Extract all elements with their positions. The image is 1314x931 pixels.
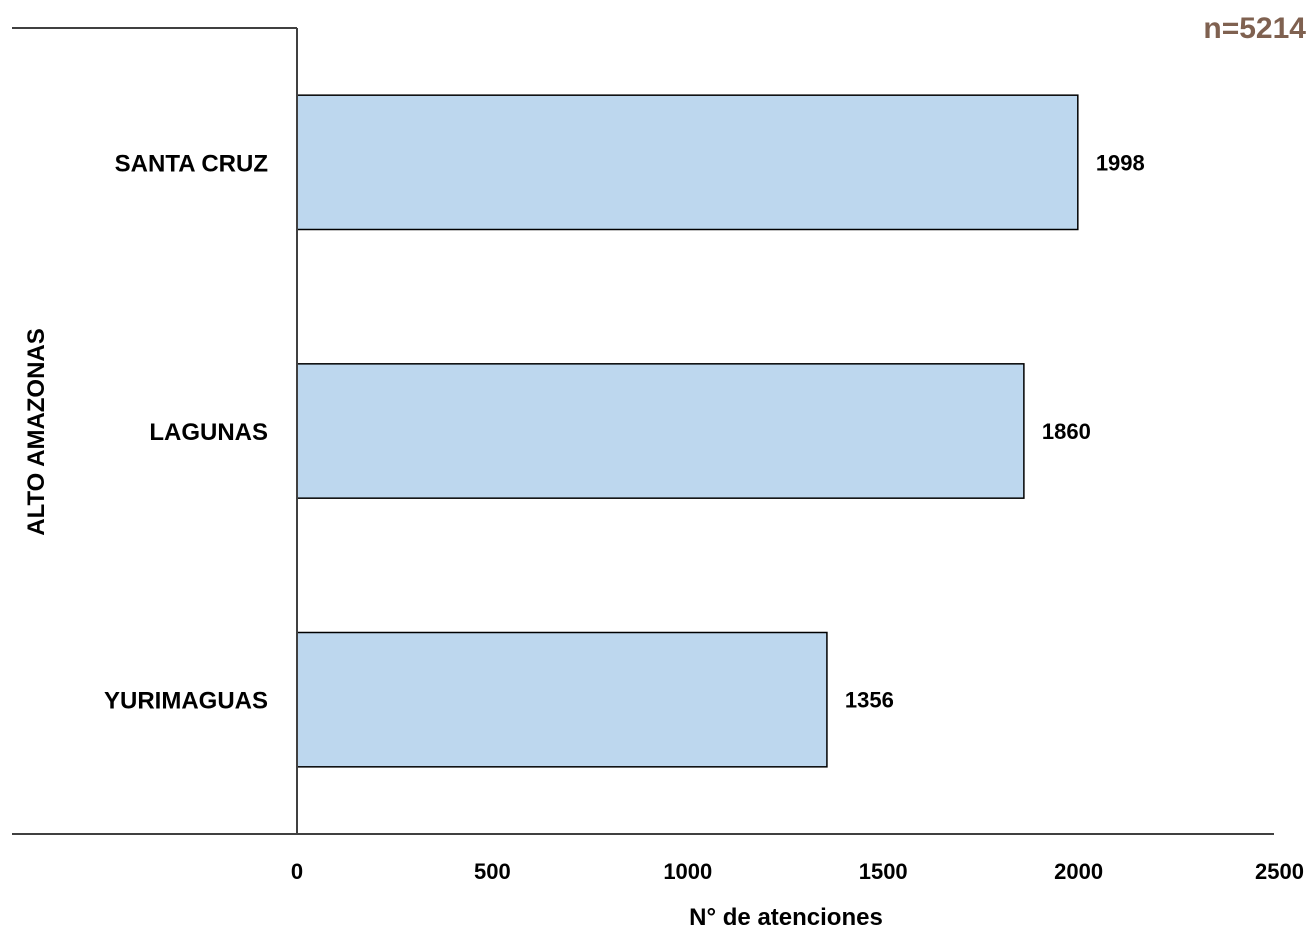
bars-layer (296, 94, 1079, 768)
bar-yurimaguas (296, 631, 828, 768)
x-tick-label: 2000 (1054, 859, 1103, 884)
category-label: SANTA CRUZ (115, 150, 268, 177)
category-label: LAGUNAS (149, 419, 268, 446)
x-tick-label: 1000 (663, 859, 712, 884)
bar-lagunas (296, 363, 1025, 499)
bar-santa-cruz (296, 94, 1079, 231)
x-axis-title: N° de atenciones (689, 904, 883, 931)
data-label: 1356 (845, 688, 894, 713)
sample-size-annotation: n=5214 (1203, 12, 1306, 45)
category-label: YURIMAGUAS (104, 688, 268, 715)
tick-labels-layer: 0 500 1000 1500 2000 2500 (291, 859, 1304, 884)
x-tick-label: 1500 (859, 859, 908, 884)
x-tick-label: 0 (291, 859, 303, 884)
group-axis-title: ALTO AMAZONAS (23, 328, 50, 536)
data-label: 1860 (1042, 419, 1091, 444)
data-label: 1998 (1096, 150, 1145, 175)
x-tick-label: 500 (474, 859, 511, 884)
x-tick-label: 2500 (1255, 859, 1304, 884)
category-labels-layer: SANTA CRUZ 1998 LAGUNAS 1860 YURIMAGUAS 1356 (104, 150, 1145, 714)
